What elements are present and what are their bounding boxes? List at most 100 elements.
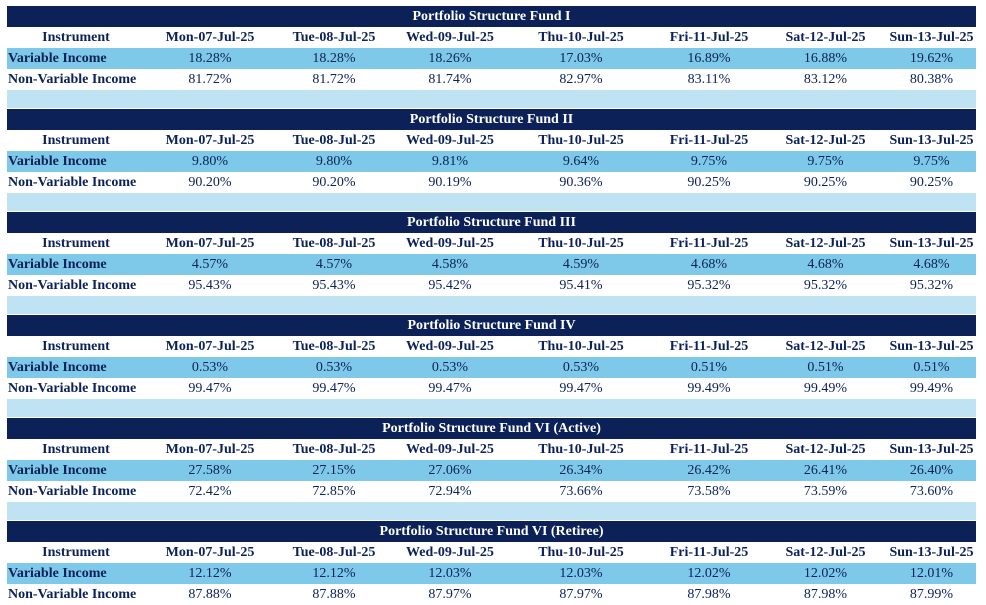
variable-income-value: 9.80% xyxy=(315,154,353,169)
variable-income-label: Variable Income xyxy=(8,51,107,66)
non-variable-income-value: 82.97% xyxy=(559,72,603,87)
portfolio-structure-sheet: Portfolio Structure Fund I Instrument Mon-… xyxy=(7,6,976,605)
non-variable-income-value: 99.47% xyxy=(428,381,472,396)
non-variable-income-value: 95.43% xyxy=(188,278,232,293)
non-variable-income-row: Non-Variable Income 87.88% 87.88% 87.97% 87.… xyxy=(7,584,976,605)
variable-income-value: 0.53% xyxy=(431,360,469,375)
variable-income-row: Variable Income 12.12% 12.12% 12.03% 12.03% 1… xyxy=(7,563,976,584)
non-variable-income-label: Non-Variable Income xyxy=(8,381,137,396)
date-header: Wed-09-Jul-25 xyxy=(406,339,494,354)
variable-income-row: Variable Income 27.58% 27.15% 27.06% 26.34% 2… xyxy=(7,460,976,481)
non-variable-income-value: 73.60% xyxy=(909,484,954,499)
fund-title: Portfolio Structure Fund IV xyxy=(7,315,976,336)
variable-income-value: 4.68% xyxy=(807,257,844,272)
date-header: Thu-10-Jul-25 xyxy=(538,30,624,45)
variable-income-value: 17.03% xyxy=(559,51,603,66)
instrument-header: Instrument xyxy=(42,545,110,560)
section-spacer xyxy=(7,399,976,418)
date-header: Sat-12-Jul-25 xyxy=(785,236,866,251)
fund-title: Portfolio Structure Fund VI (Active) xyxy=(7,418,976,439)
fund-section: Portfolio Structure Fund II Instrument Mon… xyxy=(7,109,976,212)
date-header: Wed-09-Jul-25 xyxy=(406,545,494,560)
variable-income-value: 4.57% xyxy=(191,257,229,272)
non-variable-income-value: 72.85% xyxy=(312,484,356,499)
non-variable-income-value: 95.32% xyxy=(687,278,731,293)
variable-income-label: Variable Income xyxy=(8,360,107,375)
variable-income-value: 9.64% xyxy=(562,154,600,169)
variable-income-row: Variable Income 18.28% 18.28% 18.26% 17.03% 1… xyxy=(7,48,976,69)
variable-income-value: 18.26% xyxy=(428,51,472,66)
non-variable-income-value: 83.11% xyxy=(687,72,731,87)
instrument-header: Instrument xyxy=(42,339,110,354)
non-variable-income-value: 90.36% xyxy=(559,175,603,190)
date-header: Mon-07-Jul-25 xyxy=(165,30,255,45)
non-variable-income-value: 72.94% xyxy=(428,484,472,499)
date-header: Sat-12-Jul-25 xyxy=(785,30,866,45)
non-variable-income-value: 87.97% xyxy=(428,587,472,602)
date-header: Fri-11-Jul-25 xyxy=(669,236,749,251)
variable-income-value: 16.88% xyxy=(803,51,848,66)
variable-income-value: 26.42% xyxy=(687,463,731,478)
non-variable-income-row: Non-Variable Income 99.47% 99.47% 99.47% 99.… xyxy=(7,378,976,399)
non-variable-income-value: 90.20% xyxy=(312,175,356,190)
date-header: Wed-09-Jul-25 xyxy=(406,30,494,45)
instrument-header: Instrument xyxy=(42,133,110,148)
date-header: Fri-11-Jul-25 xyxy=(669,339,749,354)
variable-income-value: 9.80% xyxy=(191,154,229,169)
non-variable-income-value: 95.42% xyxy=(428,278,472,293)
instrument-header: Instrument xyxy=(42,30,110,45)
variable-income-value: 26.41% xyxy=(803,463,848,478)
non-variable-income-label: Non-Variable Income xyxy=(8,278,137,293)
variable-income-value: 27.06% xyxy=(428,463,472,478)
date-header: Mon-07-Jul-25 xyxy=(165,442,255,457)
date-header: Sun-13-Jul-25 xyxy=(889,442,974,457)
variable-income-label: Variable Income xyxy=(8,257,107,272)
date-header: Mon-07-Jul-25 xyxy=(165,133,255,148)
section-spacer xyxy=(7,502,976,521)
non-variable-income-value: 81.72% xyxy=(312,72,356,87)
variable-income-value: 12.02% xyxy=(803,566,848,581)
non-variable-income-value: 87.98% xyxy=(803,587,848,602)
date-header: Tue-08-Jul-25 xyxy=(292,133,376,148)
non-variable-income-value: 95.32% xyxy=(803,278,848,293)
section-spacer xyxy=(7,193,976,212)
variable-income-value: 27.58% xyxy=(188,463,232,478)
date-header: Tue-08-Jul-25 xyxy=(292,442,376,457)
variable-income-value: 26.34% xyxy=(559,463,603,478)
non-variable-income-value: 90.20% xyxy=(188,175,232,190)
column-header-row: Instrument Mon-07-Jul-25 Tue-08-Jul-25 Wed-… xyxy=(7,130,976,151)
non-variable-income-value: 99.49% xyxy=(687,381,731,396)
variable-income-value: 18.28% xyxy=(188,51,232,66)
variable-income-value: 0.53% xyxy=(315,360,353,375)
non-variable-income-value: 87.98% xyxy=(687,587,731,602)
variable-income-value: 27.15% xyxy=(312,463,356,478)
variable-income-value: 4.59% xyxy=(562,257,600,272)
date-header: Wed-09-Jul-25 xyxy=(406,236,494,251)
non-variable-income-value: 90.19% xyxy=(428,175,472,190)
date-header: Sun-13-Jul-25 xyxy=(889,236,974,251)
date-header: Thu-10-Jul-25 xyxy=(538,133,624,148)
date-header: Mon-07-Jul-25 xyxy=(165,545,255,560)
non-variable-income-row: Non-Variable Income 95.43% 95.43% 95.42% 95.… xyxy=(7,275,976,296)
variable-income-value: 0.53% xyxy=(562,360,600,375)
fund-title: Portfolio Structure Fund II xyxy=(7,109,976,130)
date-header: Thu-10-Jul-25 xyxy=(538,442,624,457)
non-variable-income-value: 99.49% xyxy=(909,381,954,396)
non-variable-income-value: 80.38% xyxy=(909,72,954,87)
date-header: Wed-09-Jul-25 xyxy=(406,133,494,148)
variable-income-value: 16.89% xyxy=(687,51,731,66)
date-header: Fri-11-Jul-25 xyxy=(669,133,749,148)
instrument-header: Instrument xyxy=(42,236,110,251)
non-variable-income-row: Non-Variable Income 72.42% 72.85% 72.94% 73.… xyxy=(7,481,976,502)
non-variable-income-value: 81.72% xyxy=(188,72,232,87)
fund-title: Portfolio Structure Fund VI (Retiree) xyxy=(7,521,976,542)
non-variable-income-value: 81.74% xyxy=(428,72,472,87)
fund-title: Portfolio Structure Fund I xyxy=(7,6,976,27)
variable-income-label: Variable Income xyxy=(8,154,107,169)
variable-income-value: 0.51% xyxy=(913,360,950,375)
fund-section: Portfolio Structure Fund IV Instrument Mon… xyxy=(7,315,976,418)
non-variable-income-label: Non-Variable Income xyxy=(8,484,137,499)
variable-income-value: 0.53% xyxy=(191,360,229,375)
date-header: Fri-11-Jul-25 xyxy=(669,545,749,560)
non-variable-income-value: 99.47% xyxy=(312,381,356,396)
